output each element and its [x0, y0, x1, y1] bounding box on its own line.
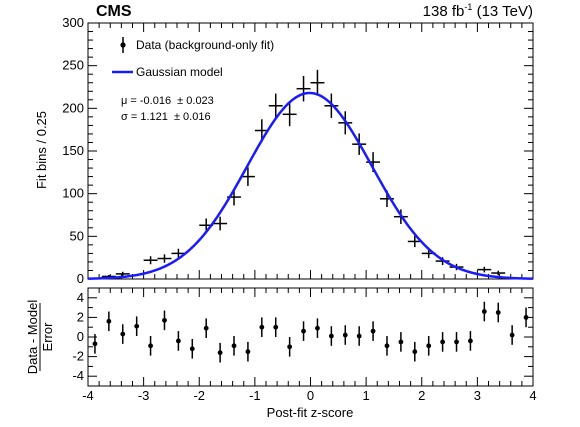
- data-point: [240, 167, 255, 186]
- pull-point: [342, 325, 348, 345]
- data-point: [157, 254, 172, 263]
- main-y-tick-label: 250: [62, 58, 84, 73]
- pull-point: [301, 321, 306, 341]
- main-y-tick-label: 50: [70, 228, 84, 243]
- ratio-y-tick-label: -4: [72, 368, 84, 383]
- pull-point: [523, 307, 529, 328]
- data-point: [213, 216, 228, 231]
- x-axis-label: Post-fit z-score: [267, 405, 354, 420]
- data-point: [477, 266, 492, 273]
- pull-point: [189, 338, 195, 359]
- pull-point: [328, 326, 334, 346]
- legend-data-label: Data (background-only fit): [136, 38, 274, 52]
- ratio-y-axis: -4 -2 0 2 4: [72, 287, 533, 387]
- ratio-y-tick-label: 2: [77, 309, 84, 324]
- x-tick-label: 2: [418, 388, 425, 403]
- experiment-label: CMS: [96, 3, 132, 20]
- pull-point: [259, 317, 265, 337]
- main-y-axis: 0 50 100 150 200 250 300: [62, 15, 533, 286]
- legend: Data (background-only fit) Gaussian mode…: [112, 37, 274, 79]
- data-point: [296, 75, 311, 102]
- legend-data-marker: [120, 37, 126, 53]
- x-tick-label: 1: [363, 388, 370, 403]
- pull-point: [412, 341, 418, 362]
- pull-point: [231, 336, 237, 356]
- ratio-y-tick-label: 0: [77, 329, 84, 344]
- x-tick-label: 3: [474, 388, 481, 403]
- ratio-y-axis-label: Data - Model Error: [25, 300, 55, 375]
- main-y-tick-label: 150: [62, 143, 84, 158]
- pull-point: [245, 341, 251, 362]
- ratio-y-label-numerator: Data - Model: [25, 300, 40, 375]
- pull-point: [315, 318, 320, 338]
- data-point: [491, 270, 506, 276]
- main-x-axis-ticks: [87, 23, 534, 279]
- x-tick-label: -1: [249, 388, 261, 403]
- main-plot-frame: [87, 22, 534, 280]
- x-tick-label: 0: [307, 388, 314, 403]
- data-point: [143, 256, 158, 265]
- luminosity-label: 138 fb-1 (13 TeV): [423, 2, 533, 20]
- pull-point: [440, 332, 446, 352]
- fit-sigma-text: σ = 1.121 ± 0.016: [121, 111, 211, 123]
- gaussian-model-curve: [87, 91, 534, 280]
- x-tick-label: -4: [82, 388, 94, 403]
- ratio-plot-frame: [87, 287, 534, 387]
- pull-point: [217, 342, 223, 363]
- data-point: [115, 271, 130, 276]
- pull-point: [509, 325, 515, 345]
- ratio-y-label-denominator: Error: [40, 322, 55, 352]
- main-y-tick-label: 200: [62, 100, 84, 115]
- ratio-y-tick-label: -2: [72, 349, 84, 364]
- pull-point: [92, 334, 98, 354]
- pull-point: [203, 318, 209, 338]
- pull-point: [175, 331, 181, 351]
- pull-point: [426, 336, 432, 356]
- pull-point: [398, 332, 404, 352]
- pull-points: [92, 301, 529, 363]
- main-panel: 0 50 100 150 200 250 300 Fit bins / 0.25 Data …: [34, 15, 534, 286]
- pull-point: [273, 317, 279, 337]
- pull-point: [287, 337, 293, 357]
- x-tick-label: -2: [193, 388, 205, 403]
- pull-point: [454, 332, 459, 352]
- pull-point: [134, 316, 140, 337]
- main-y-tick-label: 0: [77, 271, 84, 286]
- main-y-axis-label: Fit bins / 0.25: [34, 111, 49, 189]
- data-point: [171, 248, 186, 259]
- ratio-panel: -4 -2 0 2 4 -4 -3 -2 -1 0 1 2 3 4 Data - Model Error…: [25, 287, 537, 420]
- main-y-tick-label: 300: [62, 15, 84, 30]
- pull-point: [495, 302, 501, 323]
- pull-point: [120, 324, 126, 344]
- pull-point: [370, 321, 376, 341]
- pull-point: [384, 336, 390, 356]
- data-point: [310, 69, 325, 96]
- x-tick-label: -3: [138, 388, 150, 403]
- pull-point: [356, 326, 362, 346]
- data-point: [268, 93, 283, 118]
- ratio-x-axis: -4 -3 -2 -1 0 1 2 3 4: [82, 288, 537, 403]
- ratio-y-tick-label: 4: [77, 290, 84, 305]
- data-point: [324, 93, 339, 118]
- pull-point: [468, 331, 473, 351]
- pull-point: [162, 310, 167, 331]
- pull-point: [148, 336, 153, 356]
- data-point: [282, 102, 297, 127]
- main-y-tick-label: 100: [62, 186, 84, 201]
- pull-point: [106, 311, 112, 332]
- pull-point: [481, 301, 487, 322]
- data-point: [407, 235, 422, 248]
- x-tick-label: 4: [529, 388, 536, 403]
- legend-model-label: Gaussian model: [136, 65, 223, 79]
- fit-mu-text: μ = -0.016 ± 0.023: [121, 95, 214, 107]
